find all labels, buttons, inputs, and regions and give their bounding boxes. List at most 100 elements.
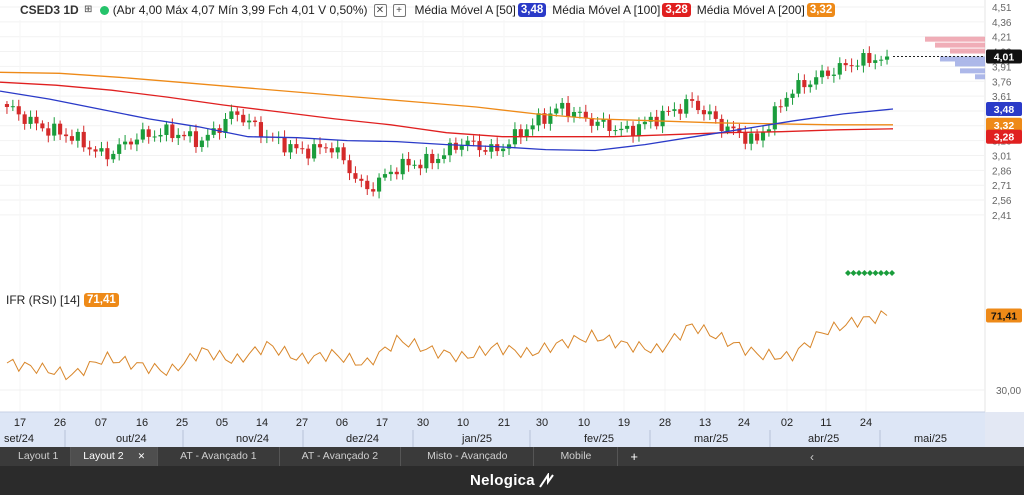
candle-body — [719, 118, 724, 131]
candle-body — [16, 106, 21, 115]
ma100-axis-label-bg — [986, 129, 1022, 144]
candle-body — [46, 128, 51, 136]
time-axis-bg — [0, 412, 985, 447]
candle-body — [695, 100, 701, 111]
candle-body — [554, 108, 559, 114]
candle-body — [802, 80, 807, 88]
candle-body — [678, 109, 683, 114]
tab-at-avancado-2[interactable]: AT - Avançado 2 — [280, 447, 402, 466]
candle-body — [814, 77, 819, 85]
month-tick-label: mar/25 — [694, 433, 728, 445]
candle-body — [861, 53, 866, 66]
layout-tabs: Layout 1 Layout 2 ✕ AT - Avançado 1 AT - … — [0, 447, 1024, 466]
ma200-axis-label: 3,32 — [994, 120, 1015, 132]
month-tick-label: out/24 — [116, 433, 147, 445]
tab-close-icon[interactable]: ✕ — [137, 451, 146, 461]
add-icon: + — [630, 449, 638, 464]
day-tick-label: 02 — [781, 417, 793, 429]
candle-body — [453, 142, 458, 150]
candle-body — [193, 131, 199, 148]
day-tick-label: 30 — [536, 417, 548, 429]
tab-mobile[interactable]: Mobile — [534, 447, 619, 466]
price-tick-label: 3,76 — [992, 77, 1012, 88]
day-tick-label: 24 — [860, 417, 872, 429]
symbol-label[interactable]: CSED3 1D — [20, 3, 79, 17]
day-tick-label: 07 — [95, 417, 107, 429]
candle-body — [684, 99, 689, 114]
day-tick-label: 06 — [336, 417, 348, 429]
add-tab-button[interactable]: + — [618, 447, 650, 466]
quote-summary: (Abr 4,00 Máx 4,07 Mín 3,99 Fch 4,01 V 0… — [112, 3, 368, 17]
candle-body — [867, 53, 872, 63]
signal-marker — [889, 270, 895, 276]
candle-body — [63, 134, 69, 137]
day-tick-label: 17 — [376, 417, 388, 429]
candle-body — [199, 140, 204, 148]
rsi-label[interactable]: IFR (RSI) [14] — [6, 293, 81, 307]
tab-misto-avancado[interactable]: Misto - Avançado — [401, 447, 535, 466]
month-tick-label: fev/25 — [584, 433, 614, 445]
rsi-line — [6, 310, 888, 381]
candle-body — [571, 112, 577, 118]
candle-body — [666, 110, 671, 112]
candle-body — [560, 102, 565, 109]
volume-profile-bar — [925, 36, 985, 42]
candle-body — [471, 140, 476, 142]
add-indicator-icon[interactable]: + — [392, 3, 406, 17]
month-tick-label: jan/25 — [461, 433, 492, 445]
volume-profile-bar — [950, 48, 985, 54]
ma100-label[interactable]: Média Móvel A [100] — [552, 3, 661, 17]
tab-at-avancado-1[interactable]: AT - Avançado 1 — [158, 447, 280, 466]
day-tick-label: 13 — [699, 417, 711, 429]
volume-profile-bar — [935, 42, 985, 48]
candle-body — [873, 60, 878, 63]
candle-body — [211, 128, 216, 135]
candle-body — [241, 114, 246, 123]
candle-body — [636, 124, 642, 137]
last-price-label: 4,01 — [994, 52, 1015, 64]
status-dot-icon — [99, 5, 109, 15]
ma50-axis-label: 3,48 — [994, 104, 1015, 116]
price-tick-label: 4,21 — [992, 33, 1012, 44]
tab-label: Misto - Avançado — [427, 450, 508, 462]
close-icon[interactable]: ✕ — [373, 3, 387, 17]
candle-body — [808, 84, 813, 88]
candle-body — [737, 128, 742, 133]
rsi-30-label: 30,00 — [996, 386, 1021, 397]
day-tick-label: 30 — [417, 417, 429, 429]
signal-marker — [856, 270, 862, 276]
tab-layout-2[interactable]: Layout 2 ✕ — [71, 447, 159, 466]
candle-body — [837, 63, 842, 75]
ma50-label[interactable]: Média Móvel A [50] — [414, 3, 516, 17]
brand-logo: Nelogica — [470, 472, 535, 489]
day-tick-label: 24 — [738, 417, 750, 429]
chart-canvas[interactable]: 4,514,364,214,063,913,763,613,463,313,16… — [0, 0, 1024, 447]
candle-body — [465, 140, 470, 146]
candle-body — [359, 178, 364, 181]
candle-body — [335, 147, 340, 153]
candle-body — [825, 70, 831, 76]
candle-body — [713, 111, 718, 119]
candle-body — [52, 123, 57, 136]
rsi-value-badge: 71,41 — [84, 293, 119, 307]
ma200-line — [0, 71, 893, 126]
candle-body — [418, 164, 423, 169]
month-tick-label: mai/25 — [914, 433, 947, 445]
candle-body — [28, 116, 33, 124]
candle-body — [10, 106, 15, 108]
ma200-label[interactable]: Média Móvel A [200] — [696, 3, 805, 17]
candle-body — [300, 148, 305, 150]
tab-label: AT - Avançado 1 — [180, 450, 257, 462]
settings-icon[interactable]: ⊞ — [83, 3, 93, 15]
tab-scroll-left-icon[interactable]: ‹ — [810, 449, 814, 464]
candle-body — [152, 136, 157, 138]
tab-layout-1[interactable]: Layout 1 — [0, 447, 72, 466]
candle-body — [412, 164, 417, 166]
candle-body — [353, 173, 358, 179]
candle-body — [625, 125, 630, 129]
signal-marker — [845, 270, 851, 276]
candle-body — [111, 153, 116, 160]
candle-body — [406, 158, 411, 166]
candle-body — [170, 124, 175, 139]
candle-body — [69, 136, 74, 141]
